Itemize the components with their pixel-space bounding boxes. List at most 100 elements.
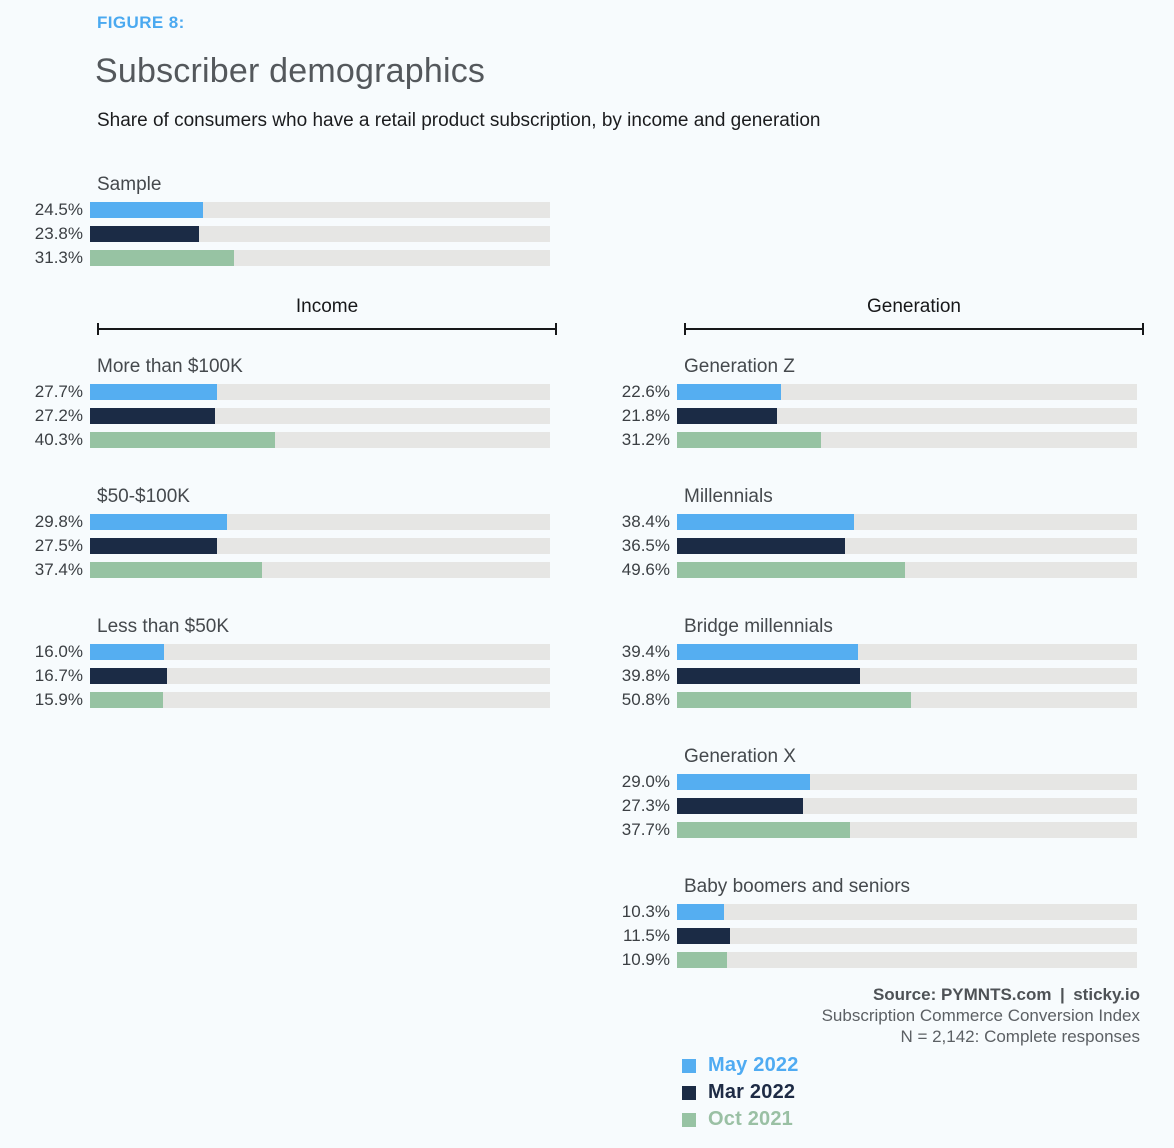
bar-row: 31.3% (0, 248, 557, 267)
bar-track (90, 384, 550, 400)
bar-row: 40.3% (0, 430, 557, 449)
bar-value-label: 31.3% (34, 248, 83, 267)
bar-track (677, 432, 1137, 448)
bar-value-label: 21.8% (621, 406, 670, 425)
bar-fill-oct-2021 (90, 692, 164, 708)
legend-item: May 2022 (682, 1052, 799, 1079)
bar-track (90, 250, 550, 266)
bar-value-label: 16.7% (34, 666, 83, 685)
bar-fill-oct-2021 (677, 562, 906, 578)
bar-value-label: 40.3% (34, 430, 83, 449)
generation-groups: Generation Z 22.6% 21.8% 31.2% Millennials 38… (587, 356, 1144, 968)
figure-label: FIGURE 8: (97, 13, 185, 32)
bar-row: 27.3% (587, 797, 1144, 814)
bar-value-label: 27.2% (34, 406, 83, 425)
bar-fill-may-2022 (90, 384, 218, 400)
legend-label: Mar 2022 (708, 1081, 796, 1103)
bar-row: 27.5% (0, 536, 557, 555)
bar-fill-may-2022 (90, 202, 203, 218)
bar-fill-mar-2022 (90, 538, 217, 554)
legend-swatch-icon (682, 1112, 696, 1127)
bar-value-label: 23.8% (34, 224, 83, 243)
legend-item: Mar 2022 (682, 1079, 799, 1106)
subtitle: Share of consumers who have a retail pro… (97, 110, 821, 131)
bar-track (90, 226, 550, 242)
bar-track (677, 644, 1137, 660)
bar-track (90, 562, 550, 578)
bar-row: 37.4% (0, 561, 557, 578)
bar-track (677, 952, 1137, 968)
group-title: Bridge millennials (684, 616, 833, 637)
income-column: Income More than $100K 27.7% 27.2% 40.3% $50… (0, 296, 557, 746)
bar-value-label: 22.6% (621, 382, 670, 401)
bar-value-label: 39.4% (621, 642, 670, 661)
generation-column-header: Generation (866, 296, 961, 317)
bar-track (677, 408, 1137, 424)
bar-row: 24.5% (0, 201, 557, 218)
bar-value-label: 10.3% (621, 902, 670, 921)
bar-track (677, 562, 1137, 578)
bar-value-label: 15.9% (34, 690, 83, 709)
bar-value-label: 16.0% (34, 642, 83, 661)
bar-group: More than $100K 27.7% 27.2% 40.3% (0, 356, 557, 448)
bar-value-label: 29.8% (34, 512, 83, 531)
bar-fill-oct-2021 (90, 250, 234, 266)
bar-value-label: 27.7% (34, 382, 83, 401)
bar-fill-may-2022 (677, 384, 781, 400)
bar-track (90, 644, 550, 660)
bar-row: 29.8% (0, 512, 557, 531)
bar-row: 31.2% (587, 431, 1144, 448)
bar-group: Bridge millennials 39.4% 39.8% 50.8% (587, 616, 1144, 708)
bar-fill-mar-2022 (677, 668, 861, 684)
bar-row: 10.3% (587, 902, 1144, 921)
bar-value-label: 27.5% (34, 536, 83, 555)
bar-track (90, 432, 550, 448)
bar-fill-mar-2022 (677, 798, 803, 814)
bar-track (677, 798, 1137, 814)
bar-fill-oct-2021 (90, 562, 263, 578)
bar-row: 36.5% (587, 536, 1144, 555)
bar-row: 50.8% (587, 691, 1144, 708)
bar-track (677, 384, 1137, 400)
bar-track (677, 822, 1137, 838)
bar-track (677, 538, 1137, 554)
bar-row: 39.4% (587, 642, 1144, 661)
bar-value-label: 29.0% (621, 772, 670, 791)
bar-track (677, 774, 1137, 790)
bar-fill-oct-2021 (677, 432, 821, 448)
bar-value-label: 36.5% (621, 536, 670, 555)
source-line-2: Subscription Commerce Conversion Index (821, 1006, 1140, 1025)
bar-row: 27.7% (0, 382, 557, 401)
bar-group: Baby boomers and seniors 10.3% 11.5% 10.9% (587, 876, 1144, 968)
bar-value-label: 10.9% (621, 950, 670, 969)
sample-group-title: Sample (97, 174, 162, 195)
bar-track (677, 904, 1137, 920)
source-note: Source: PYMNTS.com | sticky.io Subscript… (822, 984, 1140, 1047)
bar-fill-may-2022 (677, 904, 725, 920)
bar-row: 39.8% (587, 667, 1144, 684)
bar-fill-mar-2022 (677, 408, 778, 424)
bar-fill-mar-2022 (90, 668, 167, 684)
source-line-3: N = 2,142: Complete responses (900, 1027, 1140, 1046)
legend-swatch-icon (682, 1085, 696, 1100)
bar-group: Less than $50K 16.0% 16.7% 15.9% (0, 616, 557, 708)
bar-track (90, 668, 550, 684)
group-title: $50-$100K (97, 486, 190, 507)
bar-row: 29.0% (587, 772, 1144, 791)
sample-bars: 24.5% 23.8% 31.3% (0, 201, 557, 267)
bar-row: 22.6% (587, 382, 1144, 401)
bar-value-label: 38.4% (621, 512, 670, 531)
bar-row: 21.8% (587, 406, 1144, 425)
bar-value-label: 49.6% (621, 560, 670, 579)
bar-track (677, 928, 1137, 944)
bar-row: 49.6% (587, 560, 1144, 579)
sample-chart: Sample 24.5% 23.8% 31.3% (0, 174, 557, 274)
bar-fill-mar-2022 (90, 226, 200, 242)
income-column-header: Income (295, 296, 359, 317)
group-title: Less than $50K (97, 616, 230, 637)
bar-track (677, 692, 1137, 708)
bar-track (90, 538, 550, 554)
bar-group: Generation Z 22.6% 21.8% 31.2% (587, 356, 1144, 448)
bar-fill-may-2022 (90, 644, 164, 660)
bar-fill-mar-2022 (677, 928, 730, 944)
